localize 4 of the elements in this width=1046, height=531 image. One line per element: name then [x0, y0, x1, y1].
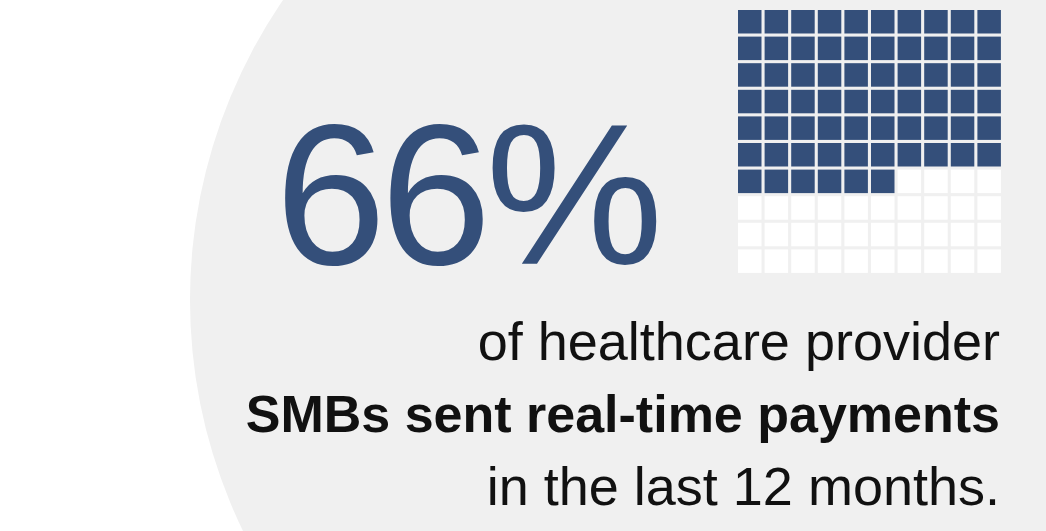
text: of healthcare provider [477, 311, 1001, 371]
text: SMBs sent real-time payments [245, 385, 1000, 443]
text: in the last 12 months. [486, 456, 1000, 516]
data-label: 66% [275, 83, 658, 306]
